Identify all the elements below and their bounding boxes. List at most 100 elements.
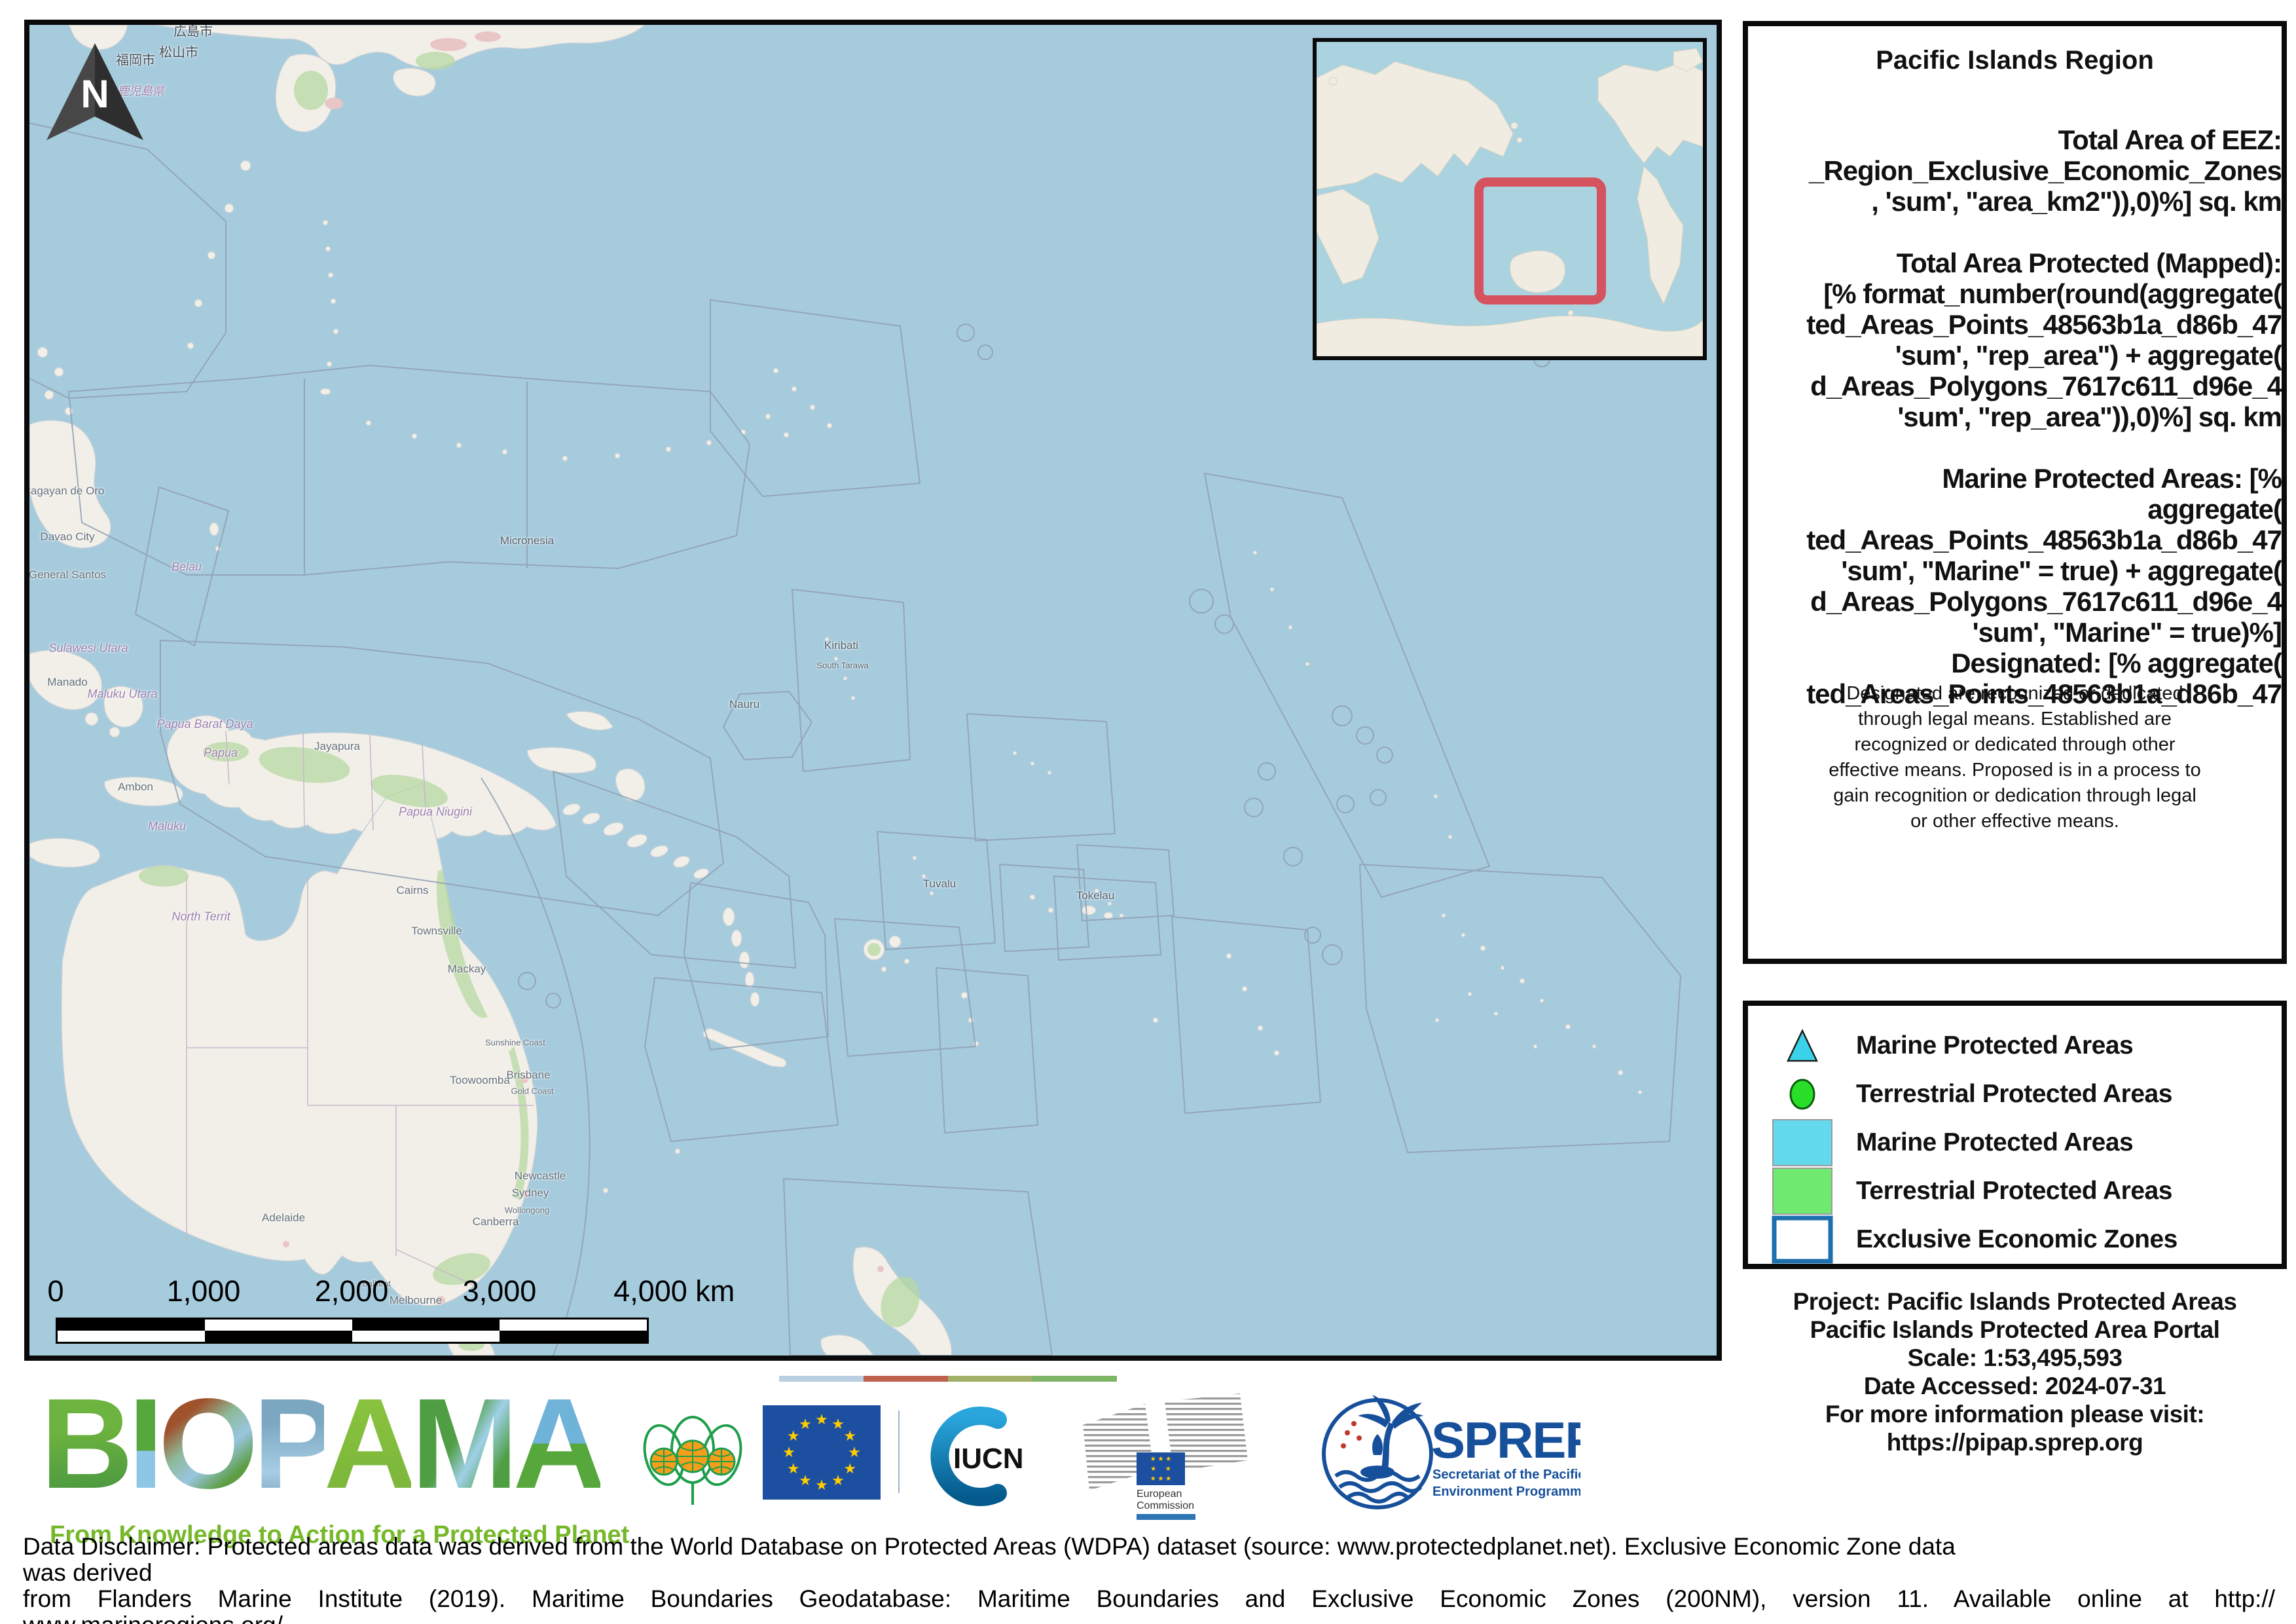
map-label: 広島市 [173,24,213,39]
stats-line: Total Area of EEZ: [2058,124,2282,155]
map-label: 福岡市 [116,53,155,68]
project-info-line: Pacific Islands Protected Area Portal [1810,1316,2220,1343]
svg-text:★ ★ ★: ★ ★ ★ [1150,1475,1171,1483]
stats-line: d_Areas_Polygons_7617c611_d96e_4 [1810,371,2282,401]
map-label: Davao City [40,530,95,543]
legend-panel: Marine Protected Areas Terrestrial Protec… [1743,1001,2287,1269]
stats-line: aggregate( [2147,494,2282,525]
marine-point-symbol [1748,1028,1856,1063]
biopama-logo: BIOPAMA From Knowledge to Action for a P… [41,1370,629,1549]
designation-note-line: Designated are recognized or dedicated [1846,683,2183,704]
legend-label: Terrestrial Protected Areas [1856,1080,2172,1108]
terrestrial-polygon-swatch [1772,1168,1832,1215]
map-label: Nauru [729,698,760,710]
stats-panel: Pacific Islands Region Total Area of EEZ… [1743,21,2287,964]
project-info-line: For more information please visit: [1825,1401,2205,1428]
eu-star-icon: ★ [815,1411,828,1428]
legend-label: Terrestrial Protected Areas [1856,1177,2172,1205]
map-label: Ambon [118,781,153,793]
designation-note-line: gain recognition or dedication through l… [1833,785,2196,806]
map-label: Maluku [147,819,187,833]
legend-item-marine-point: Marine Protected Areas [1748,1022,2282,1070]
designation-note-line: effective means. Proposed is in a proces… [1829,760,2201,781]
biopama-letter: I [128,1372,164,1515]
inset-world-map [1316,42,1704,357]
map-label: Mackay [447,963,486,975]
map-label: Adelaide [261,1211,306,1224]
map-label: Cagayan de Oro [24,485,105,497]
biopama-letter: O [158,1372,258,1515]
eu-star-icon: ★ [782,1444,795,1460]
eu-flag-logo: ★ ★ ★ ★ ★ ★ ★ ★ ★ ★ ★ ★ [763,1405,881,1500]
stats-line: [% format_number(round(aggregate( [1823,278,2282,309]
biopama-letter: M [411,1372,518,1515]
map-label: Tuvalu [922,877,957,890]
biopama-letter: P [253,1372,329,1515]
main-map[interactable]: 広島市松山市 福岡市鹿児島県 Cagayan de Oro Davao City Gen… [24,20,1722,1361]
legend-label: Marine Protected Areas [1856,1128,2134,1156]
stats-lines: Total Area of EEZ: _Region_Exclusive_Econ… [1748,124,2282,709]
map-label: Gold Coast [511,1086,554,1096]
ec-label-line2: Commission [1137,1500,1194,1511]
map-label: Wollongong [504,1205,550,1215]
eu-star-icon: ★ [831,1415,845,1432]
scalebar: 0 1,000 2,000 3,000 4,000 km [47,1274,735,1346]
map-label: Tokelau [1076,889,1115,902]
stats-line [1748,217,2282,248]
eez-symbol [1748,1215,1856,1264]
eu-star-icon: ★ [815,1477,828,1493]
eez-swatch [1772,1215,1832,1264]
disclaimer-line: www.marineregions.org/ [23,1612,2275,1624]
european-commission-logo: ★ ★ ★ ★ ★ ★ ★ ★ European Commission [1083,1393,1248,1520]
map-vegetation [139,52,920,1351]
map-label: Toowoomba [450,1074,510,1086]
logo-divider [898,1411,900,1493]
biopama-letter: A [513,1372,606,1515]
map-content: 広島市 松山市 福岡市 鹿児島県 Cagayan de Oro Davao City Gen… [29,25,1717,1356]
map-label: Ballarat [361,1278,392,1289]
map-label: 松山市 [159,45,198,60]
biopama-tagline: From Knowledge to Action for a Protected… [50,1521,630,1549]
legend-item-marine-polygon: Marine Protected Areas [1748,1118,2282,1167]
map-label: Micronesia [500,534,555,547]
marine-polygon-symbol [1748,1118,1856,1167]
eu-star-icon: ★ [848,1444,861,1460]
stats-line [1748,432,2282,463]
svg-text:★ ★: ★ ★ [1150,1466,1171,1473]
terrestrial-polygon-symbol [1748,1167,1856,1215]
map-label: Papua Niugini [398,805,473,819]
stats-line: Marine Protected Areas: [% [1942,463,2282,494]
map-label: Cairns [396,884,429,896]
map-label: Sunshine Coast [485,1037,545,1048]
sprep-logo: SPREP Secretariat of the Pacific Regiona… [1322,1395,1580,1509]
marine-point-icon [1786,1029,1818,1062]
decorative-color-rule [779,1376,1117,1382]
scalebar-tick-label: 4,000 km [613,1274,735,1308]
map-label: 鹿児島県 [117,84,164,98]
stats-line: ted_Areas_Points_48563b1a_d86b_47 [1806,309,2282,340]
map-label: Newcastle [514,1170,566,1182]
stats-line: ted_Areas_Points_48563b1a_d86b_47 [1806,525,2282,555]
designation-note-line: or other effective means. [1910,811,2119,832]
map-label: Belau [171,560,202,574]
map-label: General Santos [28,568,107,581]
stats-line: 'sum', "rep_area") + aggregate( [1895,340,2282,371]
map-label: Melbourne [389,1294,443,1306]
ec-label-line1: European [1137,1488,1182,1500]
map-label: Canberra [472,1215,519,1228]
eu-star-icon: ★ [843,1428,857,1444]
eu-star-icon: ★ [799,1415,812,1432]
scalebar-labels: 0 1,000 2,000 3,000 4,000 km [47,1274,735,1308]
north-arrow-icon: N [46,43,143,140]
eu-star-icon: ★ [843,1460,857,1477]
map-label: Manado [47,676,88,688]
stats-line: Total Area Protected (Mapped): [1896,248,2282,278]
eu-star-icon: ★ [831,1472,845,1489]
terrestrial-point-symbol [1748,1077,1856,1112]
svg-text:★ ★ ★: ★ ★ ★ [1150,1456,1171,1463]
acp-logo [643,1416,742,1505]
disclaimer-line: was derived [23,1560,153,1586]
map-urban-areas [283,31,884,1305]
project-info-line: Project: Pacific Islands Protected Areas [1793,1288,2237,1315]
designation-note: Designated are recognized or dedicated th… [1748,683,2282,836]
